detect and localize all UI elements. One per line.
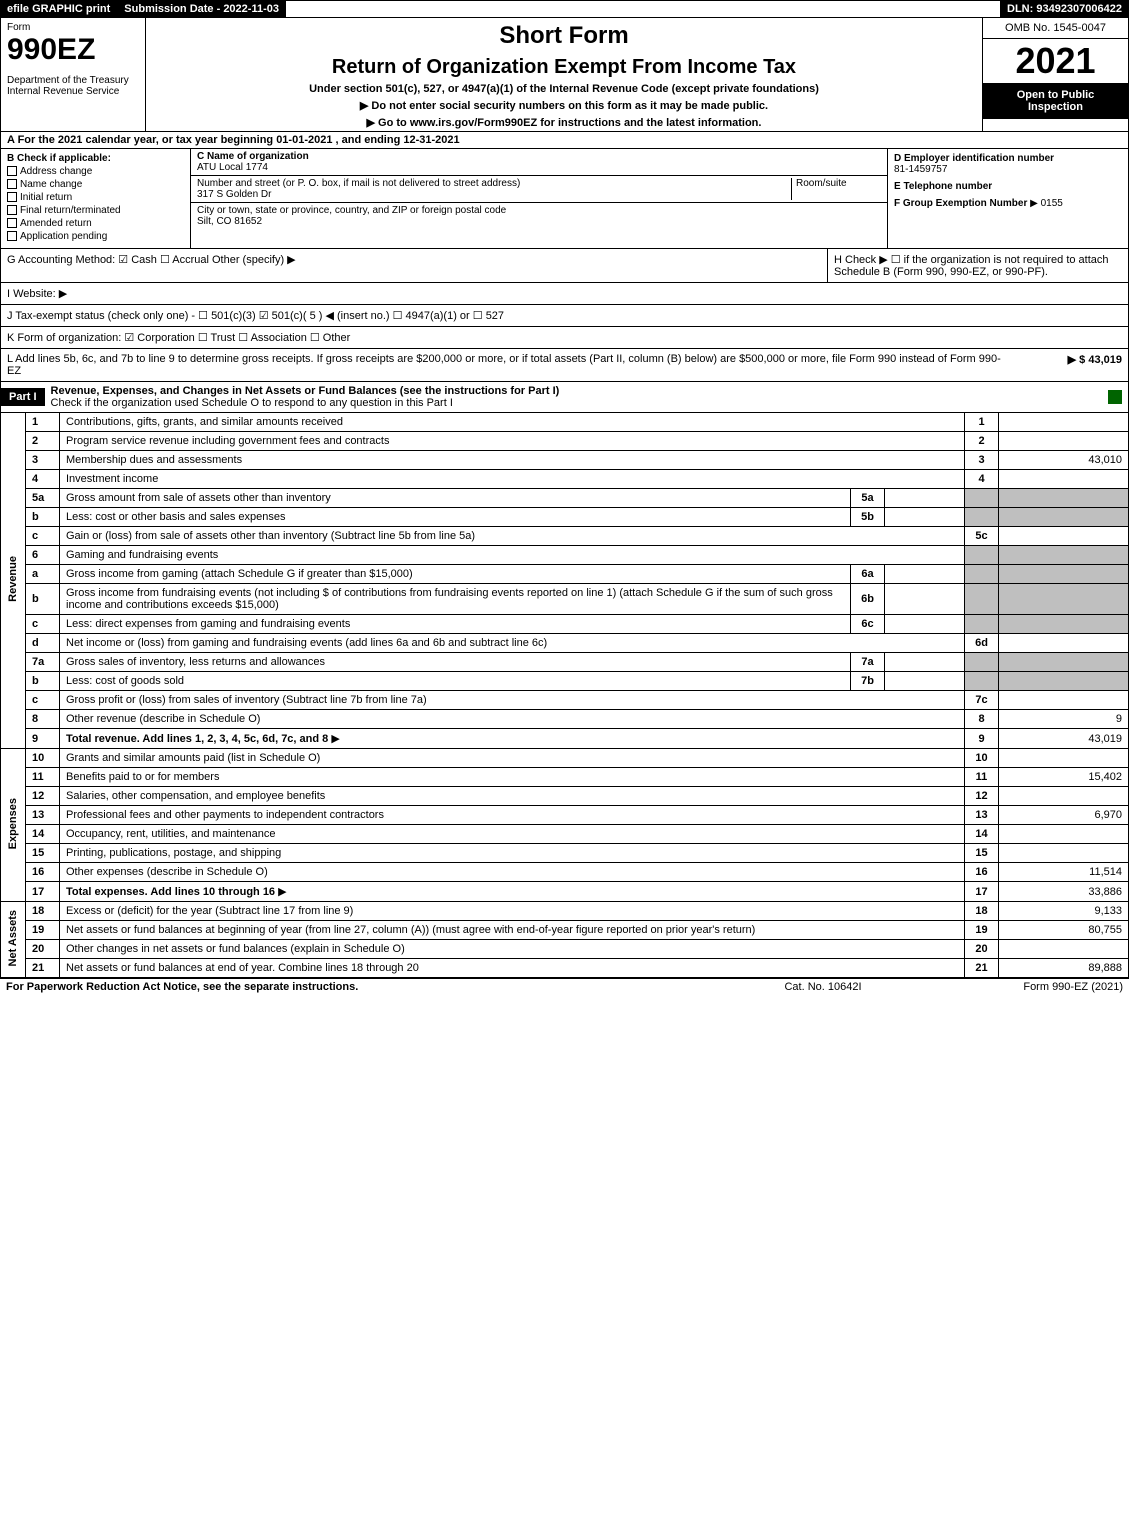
line-7b: bLess: cost of goods sold7b	[1, 672, 1129, 691]
h-schedule-b: H Check ▶ ☐ if the organization is not r…	[828, 249, 1128, 282]
under-section: Under section 501(c), 527, or 4947(a)(1)…	[146, 81, 982, 97]
header-left: Form 990EZ Department of the Treasury In…	[1, 18, 146, 131]
line-7c: cGross profit or (loss) from sales of in…	[1, 691, 1129, 710]
line-5c: cGain or (loss) from sale of assets othe…	[1, 527, 1129, 546]
line-12: 12Salaries, other compensation, and empl…	[1, 787, 1129, 806]
line-18: Net Assets18Excess or (deficit) for the …	[1, 902, 1129, 921]
street-address: 317 S Golden Dr	[197, 189, 791, 200]
part-i-checkbox[interactable]	[1108, 390, 1122, 404]
line-14: 14Occupancy, rent, utilities, and mainte…	[1, 825, 1129, 844]
line-1: Revenue1Contributions, gifts, grants, an…	[1, 413, 1129, 432]
section-bcdef: B Check if applicable: Address change Na…	[0, 149, 1129, 249]
footer-catno: Cat. No. 10642I	[723, 981, 923, 993]
line-6c: cLess: direct expenses from gaming and f…	[1, 615, 1129, 634]
omb-number: OMB No. 1545-0047	[983, 18, 1128, 39]
c-street: Number and street (or P. O. box, if mail…	[191, 176, 887, 203]
page-footer: For Paperwork Reduction Act Notice, see …	[0, 978, 1129, 995]
form-label: Form	[7, 22, 139, 33]
ein: 81-1459757	[894, 164, 1122, 175]
part-i-header: Part I Revenue, Expenses, and Changes in…	[0, 382, 1129, 413]
form-number: 990EZ	[7, 33, 139, 67]
column-b: B Check if applicable: Address change Na…	[1, 149, 191, 248]
line-10: Expenses10Grants and similar amounts pai…	[1, 749, 1129, 768]
chk-application-pending[interactable]: Application pending	[7, 231, 184, 242]
g-accounting-method: G Accounting Method: ☑ Cash ☐ Accrual Ot…	[1, 249, 828, 282]
return-title: Return of Organization Exempt From Incom…	[146, 54, 982, 81]
line-20: 20Other changes in net assets or fund ba…	[1, 940, 1129, 959]
open-public-inspection: Open to Public Inspection	[983, 83, 1128, 119]
header-right: OMB No. 1545-0047 2021 Open to Public In…	[983, 18, 1128, 131]
l-amount: ▶ $ 43,019	[1002, 353, 1122, 377]
line-6b: bGross income from fundraising events (n…	[1, 584, 1129, 615]
line-6d: dNet income or (loss) from gaming and fu…	[1, 634, 1129, 653]
chk-amended-return[interactable]: Amended return	[7, 218, 184, 229]
line-9: 9Total revenue. Add lines 1, 2, 3, 4, 5c…	[1, 729, 1129, 749]
line-3: 3Membership dues and assessments343,010	[1, 451, 1129, 470]
revenue-label: Revenue	[7, 556, 19, 602]
submission-date: Submission Date - 2022-11-03	[117, 0, 286, 18]
org-name: ATU Local 1774	[197, 162, 881, 173]
j-tax-exempt-status: J Tax-exempt status (check only one) - ☐…	[0, 305, 1129, 327]
f-group-exemption: F Group Exemption Number ▶ 0155	[894, 198, 1122, 209]
tax-year: 2021	[983, 39, 1128, 83]
lines-table: Revenue1Contributions, gifts, grants, an…	[0, 413, 1129, 978]
part-i-label: Part I	[1, 388, 45, 406]
line-17: 17Total expenses. Add lines 10 through 1…	[1, 882, 1129, 902]
l-gross-receipts: L Add lines 5b, 6c, and 7b to line 9 to …	[0, 349, 1129, 382]
line-15: 15Printing, publications, postage, and s…	[1, 844, 1129, 863]
room-suite: Room/suite	[791, 178, 881, 200]
line-13: 13Professional fees and other payments t…	[1, 806, 1129, 825]
line-2: 2Program service revenue including gover…	[1, 432, 1129, 451]
topbar-spacer	[286, 0, 1000, 18]
line-6: 6Gaming and fundraising events	[1, 546, 1129, 565]
efile-print[interactable]: efile GRAPHIC print	[0, 0, 117, 18]
city-state-zip: Silt, CO 81652	[197, 216, 881, 227]
top-bar: efile GRAPHIC print Submission Date - 20…	[0, 0, 1129, 18]
form-header: Form 990EZ Department of the Treasury In…	[0, 18, 1129, 132]
row-gh: G Accounting Method: ☑ Cash ☐ Accrual Ot…	[0, 249, 1129, 283]
expenses-label: Expenses	[7, 798, 19, 849]
k-form-of-organization: K Form of organization: ☑ Corporation ☐ …	[0, 327, 1129, 349]
column-def: D Employer identification number 81-1459…	[888, 149, 1128, 248]
footer-form: Form 990-EZ (2021)	[923, 981, 1123, 993]
chk-name-change[interactable]: Name change	[7, 179, 184, 190]
c-name: C Name of organization ATU Local 1774	[191, 149, 887, 176]
goto-link[interactable]: ▶ Go to www.irs.gov/Form990EZ for instru…	[146, 114, 982, 131]
short-form-title: Short Form	[146, 18, 982, 54]
line-8: 8Other revenue (describe in Schedule O)8…	[1, 710, 1129, 729]
line-4: 4Investment income4	[1, 470, 1129, 489]
footer-paperwork: For Paperwork Reduction Act Notice, see …	[6, 981, 723, 993]
e-label: E Telephone number	[894, 181, 1122, 192]
d-label: D Employer identification number	[894, 153, 1122, 164]
line-6a: aGross income from gaming (attach Schedu…	[1, 565, 1129, 584]
b-title: B Check if applicable:	[7, 153, 184, 164]
dln: DLN: 93492307006422	[1000, 0, 1129, 18]
chk-initial-return[interactable]: Initial return	[7, 192, 184, 203]
header-mid: Short Form Return of Organization Exempt…	[146, 18, 983, 131]
netassets-label: Net Assets	[7, 910, 19, 966]
ssn-warning: ▶ Do not enter social security numbers o…	[146, 97, 982, 114]
chk-final-return[interactable]: Final return/terminated	[7, 205, 184, 216]
line-11: 11Benefits paid to or for members1115,40…	[1, 768, 1129, 787]
department: Department of the Treasury Internal Reve…	[7, 75, 139, 97]
line-5a: 5aGross amount from sale of assets other…	[1, 489, 1129, 508]
line-16: 16Other expenses (describe in Schedule O…	[1, 863, 1129, 882]
line-a: A For the 2021 calendar year, or tax yea…	[0, 132, 1129, 149]
line-5b: bLess: cost or other basis and sales exp…	[1, 508, 1129, 527]
part-i-desc: Revenue, Expenses, and Changes in Net As…	[45, 382, 1102, 412]
line-21: 21Net assets or fund balances at end of …	[1, 959, 1129, 978]
i-website: I Website: ▶	[0, 283, 1129, 305]
chk-address-change[interactable]: Address change	[7, 166, 184, 177]
c-city: City or town, state or province, country…	[191, 203, 887, 229]
column-c: C Name of organization ATU Local 1774 Nu…	[191, 149, 888, 248]
line-19: 19Net assets or fund balances at beginni…	[1, 921, 1129, 940]
line-7a: 7aGross sales of inventory, less returns…	[1, 653, 1129, 672]
